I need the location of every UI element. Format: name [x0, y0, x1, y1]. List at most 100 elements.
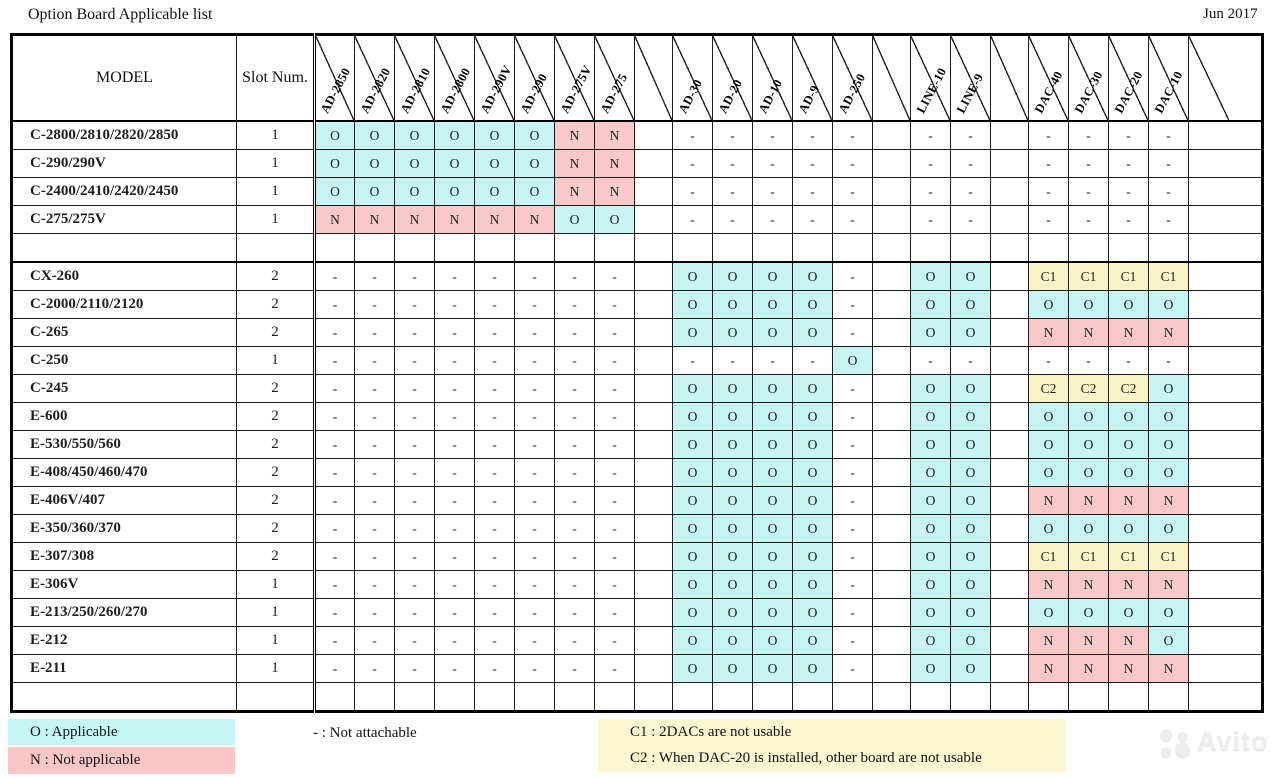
- matrix-cell: -: [514, 374, 555, 403]
- matrix-cell: [712, 233, 753, 263]
- matrix-cell: O: [752, 626, 793, 655]
- matrix-cell: O: [672, 570, 713, 599]
- matrix-cell: [872, 458, 911, 487]
- table-row: C-265 2- - - - - - - - O O O O - O O N N N N: [11, 318, 1263, 347]
- matrix-cell: O: [950, 430, 991, 459]
- legend-c1: C1 : 2DACs are not usable: [630, 724, 792, 740]
- slot-cell: [236, 682, 315, 713]
- column-header-label: DAC-20: [1111, 68, 1146, 116]
- matrix-cell: N: [554, 177, 595, 206]
- matrix-cell: -: [394, 346, 435, 375]
- matrix-cell: -: [434, 261, 475, 291]
- matrix-cell: -: [313, 290, 355, 319]
- matrix-cell: O: [1028, 430, 1069, 459]
- matrix-cell: -: [554, 626, 595, 655]
- matrix-cell: [594, 682, 635, 713]
- matrix-cell: -: [1068, 120, 1109, 150]
- matrix-cell: O: [672, 458, 713, 487]
- matrix-cell: [1188, 542, 1263, 571]
- model-cell: E-306V: [11, 570, 237, 599]
- matrix-cell: O: [712, 374, 753, 403]
- matrix-cell: -: [672, 120, 713, 150]
- matrix-cell: -: [1068, 149, 1109, 178]
- matrix-cell: -: [832, 261, 873, 291]
- matrix-cell: [634, 402, 673, 431]
- model-cell: C-245: [11, 374, 237, 403]
- model-cell: E-213/250/260/270: [11, 598, 237, 627]
- matrix-cell: N: [1108, 626, 1149, 655]
- slot-cell: 1: [236, 654, 315, 683]
- matrix-cell: -: [1068, 177, 1109, 206]
- matrix-cell: O: [434, 120, 475, 150]
- matrix-cell: O: [792, 654, 833, 683]
- matrix-cell: -: [434, 374, 475, 403]
- matrix-cell: O: [792, 402, 833, 431]
- matrix-cell: [872, 402, 911, 431]
- matrix-cell: [1188, 654, 1263, 683]
- model-cell: C-265: [11, 318, 237, 347]
- column-header-label: DAC-10: [1151, 68, 1186, 116]
- slot-cell: 2: [236, 430, 315, 459]
- column-header-label: AD-290: [517, 71, 550, 116]
- matrix-cell: O: [394, 120, 435, 150]
- matrix-cell: N: [1028, 486, 1069, 515]
- matrix-cell: O: [474, 149, 515, 178]
- matrix-cell: O: [1068, 430, 1109, 459]
- table-row: CX-260 2- - - - - - - - O O O O - O O C1 C1 C1 C1: [11, 261, 1263, 291]
- matrix-cell: O: [1148, 458, 1189, 487]
- column-header-label: AD-30: [675, 76, 705, 116]
- slot-cell: 1: [236, 626, 315, 655]
- matrix-cell: [990, 346, 1029, 375]
- matrix-cell: [554, 233, 595, 263]
- matrix-cell: N: [1148, 654, 1189, 683]
- matrix-cell: -: [594, 486, 635, 515]
- matrix-cell: O: [474, 177, 515, 206]
- column-header-label: DAC-40: [1031, 68, 1066, 116]
- matrix-cell: -: [950, 205, 991, 234]
- matrix-cell: O: [672, 290, 713, 319]
- matrix-cell: -: [354, 626, 395, 655]
- matrix-cell: -: [394, 430, 435, 459]
- matrix-cell: [872, 318, 911, 347]
- matrix-cell: -: [313, 346, 355, 375]
- column-header-label: LINE-10: [913, 65, 949, 116]
- matrix-cell: O: [910, 402, 951, 431]
- matrix-cell: -: [394, 654, 435, 683]
- matrix-cell: -: [434, 458, 475, 487]
- matrix-cell: -: [554, 542, 595, 571]
- matrix-cell: C1: [1028, 542, 1069, 571]
- matrix-cell: [990, 261, 1029, 291]
- matrix-cell: O: [434, 149, 475, 178]
- matrix-cell: [594, 233, 635, 263]
- column-header-spacer: [634, 34, 673, 122]
- matrix-cell: O: [792, 261, 833, 291]
- model-cell: C-2000/2110/2120: [11, 290, 237, 319]
- column-header-ad-290: AD-290: [514, 34, 555, 122]
- model-cell: E-307/308: [11, 542, 237, 571]
- matrix-cell: C1: [1108, 542, 1149, 571]
- table-row: C-2000/2110/2120 2- - - - - - - - O O O O - O O O O O O: [11, 290, 1263, 319]
- matrix-cell: O: [394, 149, 435, 178]
- column-header-dac-30: DAC-30: [1068, 34, 1109, 122]
- matrix-cell: -: [474, 458, 515, 487]
- table-row: [11, 233, 1263, 263]
- matrix-cell: [872, 177, 911, 206]
- matrix-cell: O: [672, 402, 713, 431]
- matrix-cell: -: [832, 318, 873, 347]
- slot-cell: 2: [236, 374, 315, 403]
- matrix-cell: N: [1148, 486, 1189, 515]
- matrix-cell: O: [752, 430, 793, 459]
- matrix-cell: O: [712, 486, 753, 515]
- legend-conditional: C1 : 2DACs are not usable C2 : When DAC-…: [598, 719, 1065, 772]
- matrix-cell: O: [752, 598, 793, 627]
- matrix-cell: -: [514, 542, 555, 571]
- matrix-cell: [910, 233, 951, 263]
- table-row: E-600 2- - - - - - - - O O O O - O O O O O O: [11, 402, 1263, 431]
- avito-logo-icon: [1158, 726, 1190, 757]
- matrix-cell: O: [832, 346, 873, 375]
- matrix-cell: [1188, 318, 1263, 347]
- matrix-cell: -: [792, 205, 833, 234]
- matrix-cell: -: [474, 261, 515, 291]
- matrix-cell: [910, 682, 951, 713]
- matrix-cell: -: [313, 430, 355, 459]
